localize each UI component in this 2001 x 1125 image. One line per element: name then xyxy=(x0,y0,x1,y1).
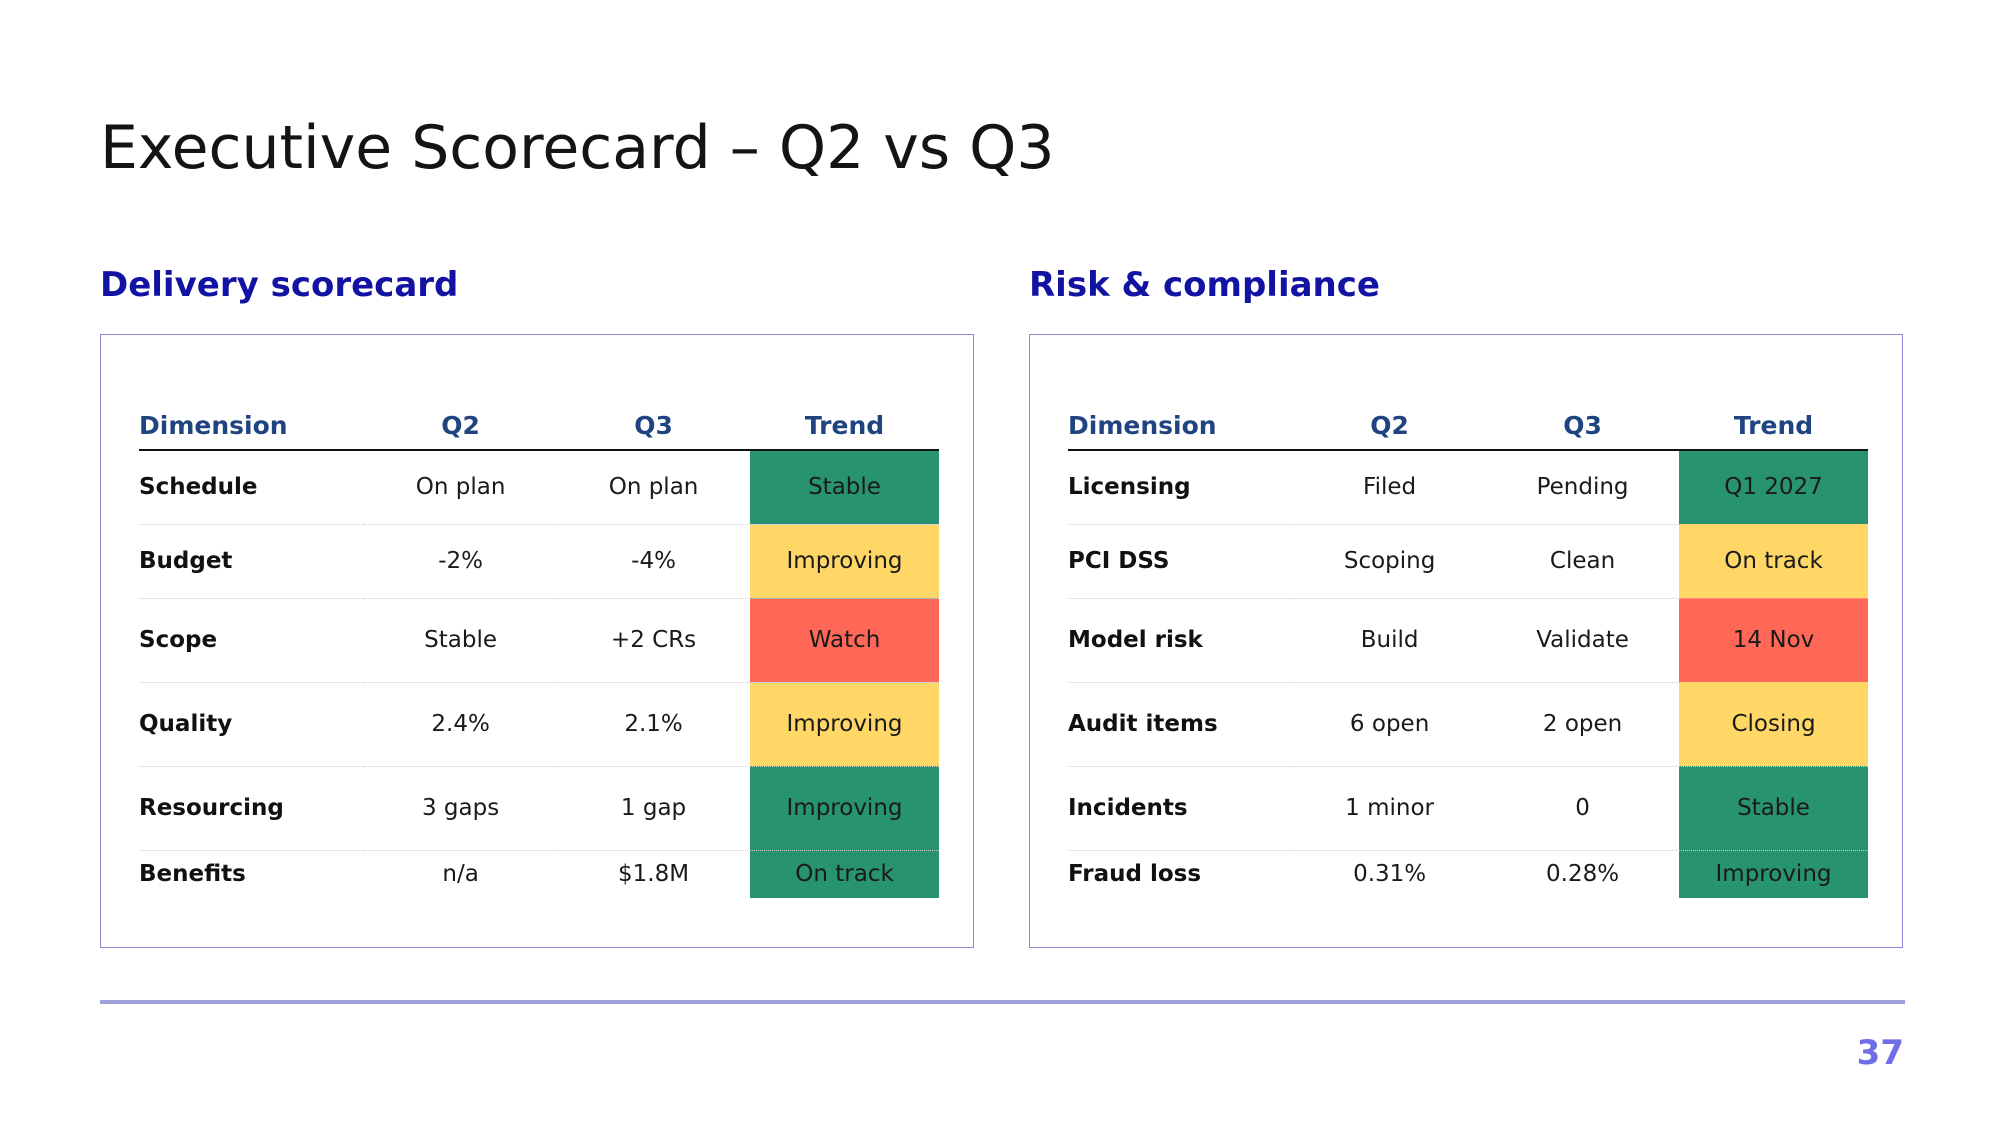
row-q3-cell: On plan xyxy=(557,450,751,525)
row-q3-cell: 2.1% xyxy=(557,682,751,767)
row-q2-cell: 0.31% xyxy=(1353,861,1427,888)
column-header-dimension: Dimension xyxy=(1068,401,1294,451)
column-header-q2: Q2 xyxy=(1293,401,1487,451)
row-q2-cell: 1 minor xyxy=(1293,766,1487,851)
row-q3-cell: $1.8M xyxy=(618,861,690,888)
page-number: 37 xyxy=(1856,1033,1904,1073)
table-row: Benefits n/a $1.8M On track xyxy=(139,850,939,898)
table-row: Audit items 6 open 2 open Closing xyxy=(1068,682,1868,767)
row-trend-cell: Improving xyxy=(750,766,939,851)
row-q3-cell: 1 gap xyxy=(557,766,751,851)
row-q2-cell: Scoping xyxy=(1293,524,1487,599)
table-row: Fraud loss 0.31% 0.28% Improving xyxy=(1068,850,1868,898)
delivery-scorecard-table: Dimension Q2 Q3 Trend Schedule On plan On … xyxy=(139,401,939,898)
table-row: Schedule On plan On plan Stable xyxy=(139,450,939,525)
page-title: Executive Scorecard – Q2 vs Q3 xyxy=(100,113,1055,183)
row-dimension-cell: Licensing xyxy=(1068,450,1294,525)
table-row: Resourcing 3 gaps 1 gap Improving xyxy=(139,766,939,851)
row-trend-cell: Watch xyxy=(750,598,939,683)
row-q2-cell: On plan xyxy=(364,450,558,525)
row-trend-cell: Stable xyxy=(1679,766,1868,851)
row-dimension-cell: Fraud loss xyxy=(1068,861,1202,888)
row-q2-cell: Stable xyxy=(364,598,558,683)
row-trend-cell: Stable xyxy=(750,450,939,525)
row-dimension-cell: Benefits xyxy=(139,861,246,888)
row-q2-cell: Build xyxy=(1293,598,1487,683)
row-q3-cell: 2 open xyxy=(1486,682,1680,767)
row-trend-cell: Q1 2027 xyxy=(1679,450,1868,525)
row-q3-cell: 0.28% xyxy=(1546,861,1620,888)
row-dimension-cell: PCI DSS xyxy=(1068,524,1294,599)
row-trend-cell: 14 Nov xyxy=(1679,598,1868,683)
row-dimension-cell: Model risk xyxy=(1068,598,1294,683)
row-q3-cell: +2 CRs xyxy=(557,598,751,683)
row-q2-cell: Filed xyxy=(1293,450,1487,525)
row-trend-cell: On track xyxy=(1679,524,1868,599)
section-heading-delivery: Delivery scorecard xyxy=(100,265,459,305)
row-q2-cell: 2.4% xyxy=(364,682,558,767)
row-dimension-cell: Incidents xyxy=(1068,766,1294,851)
table-header-row: Dimension Q2 Q3 Trend xyxy=(139,401,939,451)
table-row: PCI DSS Scoping Clean On track xyxy=(1068,524,1868,599)
risk-compliance-panel: Dimension Q2 Q3 Trend Licensing Filed Pend… xyxy=(1029,334,1903,948)
row-dimension-cell: Audit items xyxy=(1068,682,1294,767)
row-q2-cell: 3 gaps xyxy=(364,766,558,851)
table-row: Budget -2% -4% Improving xyxy=(139,524,939,599)
row-dimension-cell: Schedule xyxy=(139,450,365,525)
row-dimension-cell: Resourcing xyxy=(139,766,365,851)
row-q3-cell: -4% xyxy=(557,524,751,599)
column-header-trend: Trend xyxy=(1679,401,1868,451)
row-dimension-cell: Quality xyxy=(139,682,365,767)
row-trend-cell: On track xyxy=(750,850,939,898)
row-q3-cell: 0 xyxy=(1486,766,1680,851)
column-header-q2: Q2 xyxy=(364,401,558,451)
row-q3-cell: Clean xyxy=(1486,524,1680,599)
row-q2-cell: n/a xyxy=(442,861,479,888)
row-trend-cell: Improving xyxy=(1679,850,1868,898)
risk-compliance-table: Dimension Q2 Q3 Trend Licensing Filed Pend… xyxy=(1068,401,1868,898)
table-row: Quality 2.4% 2.1% Improving xyxy=(139,682,939,767)
table-row: Licensing Filed Pending Q1 2027 xyxy=(1068,450,1868,525)
table-row: Model risk Build Validate 14 Nov xyxy=(1068,598,1868,683)
delivery-scorecard-panel: Dimension Q2 Q3 Trend Schedule On plan On … xyxy=(100,334,974,948)
table-row: Incidents 1 minor 0 Stable xyxy=(1068,766,1868,851)
column-header-dimension: Dimension xyxy=(139,401,365,451)
row-dimension-cell: Budget xyxy=(139,524,365,599)
row-trend-cell: Improving xyxy=(750,524,939,599)
column-header-q3: Q3 xyxy=(1486,401,1680,451)
row-q2-cell: 6 open xyxy=(1293,682,1487,767)
section-heading-risk: Risk & compliance xyxy=(1029,265,1380,305)
column-header-q3: Q3 xyxy=(557,401,751,451)
row-q3-cell: Validate xyxy=(1486,598,1680,683)
row-q2-cell: -2% xyxy=(364,524,558,599)
row-trend-cell: Closing xyxy=(1679,682,1868,767)
column-header-trend: Trend xyxy=(750,401,939,451)
footer-divider xyxy=(100,1000,1905,1004)
row-trend-cell: Improving xyxy=(750,682,939,767)
table-header-row: Dimension Q2 Q3 Trend xyxy=(1068,401,1868,451)
row-dimension-cell: Scope xyxy=(139,598,365,683)
table-row: Scope Stable +2 CRs Watch xyxy=(139,598,939,683)
row-q3-cell: Pending xyxy=(1486,450,1680,525)
